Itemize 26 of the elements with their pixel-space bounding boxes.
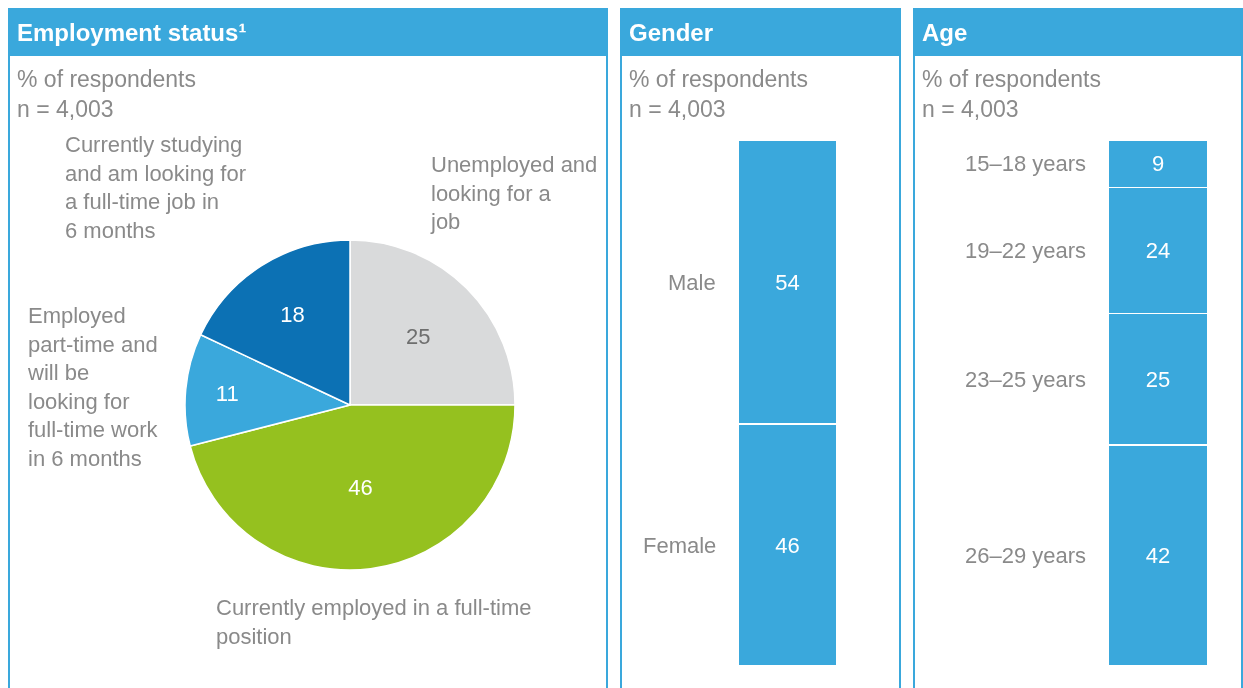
data-label: 46 [775,532,800,558]
series-label: Male [668,270,716,295]
series-label: Female [643,533,717,558]
series-label: 15–18 years [965,151,1087,176]
chart-title: Gender [622,10,899,56]
data-label: 54 [775,269,800,295]
data-label: 11 [215,380,239,406]
slice-label: Unemployed and looking for a job [430,152,598,235]
data-label: 18 [280,301,305,327]
series-label: 19–22 years [965,238,1087,263]
chart-title: Employment status¹ [10,10,606,56]
chart-subtitle: % of respondents n = 4,003 [922,65,1102,124]
data-label: 42 [1145,543,1171,569]
slice-label: Employed part-time and will be looking for full-time work in 6 months [27,303,159,471]
chart-subtitle: % of respondents n = 4,003 [17,65,197,124]
data-label: 25 [406,324,431,350]
chart-subtitle: % of respondents n = 4,003 [629,65,809,124]
slice-label: Currently employed in a full-time position [216,595,532,649]
data-label: 9 [1151,151,1165,177]
data-label: 24 [1145,237,1171,263]
chart-title: Age [915,10,1241,56]
data-label: 46 [348,474,373,500]
series-label: 23–25 years [965,367,1087,392]
data-label: 25 [1145,366,1171,392]
series-label: 26–29 years [965,543,1087,568]
slice-label: Currently studying and am looking for a full-time job in 6 months [65,132,246,243]
